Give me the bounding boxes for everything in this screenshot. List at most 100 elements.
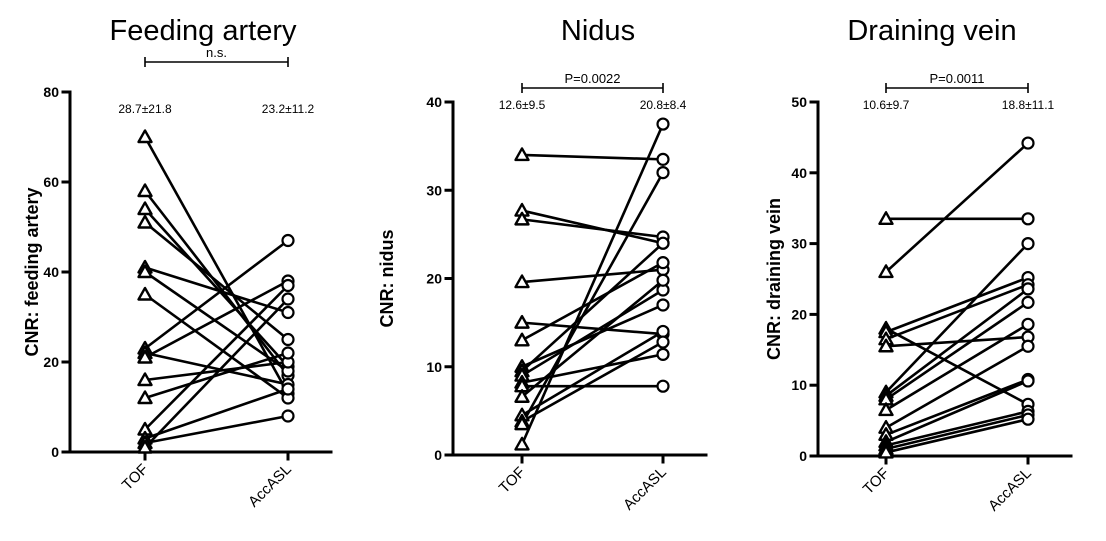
paired-line — [885, 378, 1029, 436]
paired-line — [885, 410, 1029, 447]
paired-line — [885, 413, 1029, 451]
accasl-point — [1021, 374, 1035, 388]
paired-line — [521, 288, 664, 377]
paired-line — [885, 242, 1029, 394]
y-axis-label: CNR: draining vein — [764, 198, 784, 360]
paired-line — [144, 414, 289, 445]
paired-line — [143, 190, 290, 377]
significance-label: P=0.0022 — [564, 71, 620, 86]
accasl-point — [656, 335, 670, 349]
y-tick-label: 0 — [799, 448, 807, 464]
accasl-point — [1021, 136, 1035, 150]
accasl-point — [656, 324, 670, 339]
y-tick-label: 60 — [43, 174, 59, 190]
paired-line — [885, 379, 1029, 444]
tof-point — [137, 129, 153, 144]
tof-point — [514, 274, 530, 289]
tof-point — [878, 402, 894, 417]
accasl-point — [656, 152, 670, 166]
significance-label: P=0.0011 — [929, 71, 984, 86]
y-tick-label: 10 — [426, 359, 442, 375]
paired-line — [521, 303, 664, 368]
x-tick-label: AccASL — [245, 461, 295, 511]
paired-line — [521, 340, 664, 423]
tof-point — [137, 201, 153, 216]
accasl-point — [656, 298, 670, 312]
accasl-point — [281, 346, 295, 360]
y-tick-label: 30 — [791, 236, 807, 252]
tof-point — [514, 332, 530, 347]
tof-point — [514, 211, 530, 226]
panel-3: Draining vein CNR: draining vein 0 10 20 30 40… — [764, 15, 1073, 515]
tof-point — [137, 439, 153, 454]
paired-line — [144, 221, 289, 341]
accasl-point — [1021, 317, 1035, 331]
paired-line — [144, 270, 289, 373]
accasl-point — [1021, 237, 1035, 251]
tof-point — [878, 444, 894, 459]
paired-line — [885, 276, 1029, 334]
accasl-point — [281, 332, 295, 347]
paired-line — [885, 283, 1029, 341]
accasl-point — [1021, 295, 1035, 309]
tof-point — [878, 211, 894, 226]
y-tick-label: 20 — [791, 306, 807, 322]
x-tick-label: AccASL — [985, 465, 1035, 515]
paired-line — [144, 360, 289, 382]
accasl-point — [281, 233, 295, 248]
tof-point — [137, 286, 153, 301]
paired-line — [521, 242, 664, 373]
chart-title: Feeding artery — [110, 15, 297, 47]
panel-2: Nidus CNR: nidus 0 10 20 30 40 TOF AccASL P=0.002… — [377, 15, 708, 514]
paired-line — [143, 136, 290, 395]
paired-line — [144, 208, 289, 368]
paired-line — [521, 209, 664, 245]
tof-point — [878, 264, 894, 279]
paired-line — [144, 298, 289, 449]
tof-point — [514, 147, 530, 162]
accasl-point — [656, 256, 670, 270]
paired-line — [885, 323, 1029, 412]
tof-point — [137, 349, 153, 364]
accasl-point — [656, 117, 670, 131]
y-tick-label: 40 — [426, 94, 442, 110]
stat-label-accasl: 18.8±11.1 — [1002, 98, 1055, 112]
accasl-point — [1021, 339, 1035, 353]
x-tick-label: AccASL — [620, 464, 670, 514]
y-tick-label: 50 — [791, 94, 807, 110]
paired-line — [144, 284, 289, 431]
x-tick-label: TOF — [496, 464, 529, 497]
y-tick-label: 0 — [434, 447, 442, 463]
tof-point — [514, 389, 530, 403]
paired-line — [520, 171, 665, 425]
paired-line — [144, 351, 289, 400]
y-tick-label: 20 — [426, 271, 442, 287]
tof-point — [514, 314, 530, 329]
paired-line — [885, 417, 1029, 454]
y-axis-label: CNR: feeding artery — [22, 187, 42, 356]
paired-line — [885, 345, 1029, 429]
paired-line — [521, 279, 664, 398]
paired-line — [521, 321, 664, 336]
paired-line — [144, 279, 289, 359]
accasl-point — [1021, 282, 1035, 296]
y-tick-label: 40 — [43, 264, 59, 280]
accasl-point — [281, 382, 295, 396]
stat-label-accasl: 20.8±8.4 — [640, 98, 687, 112]
paired-line — [144, 351, 289, 386]
y-tick-label: 20 — [43, 354, 59, 370]
accasl-point — [656, 273, 670, 287]
accasl-point — [656, 166, 670, 180]
tof-point — [878, 338, 894, 353]
paired-line — [521, 330, 664, 417]
accasl-point — [281, 292, 295, 306]
y-tick-label: 30 — [426, 182, 442, 198]
paired-line — [521, 268, 664, 284]
tof-point — [514, 436, 530, 451]
y-tick-label: 0 — [51, 444, 59, 460]
stat-label-tof: 28.7±21.8 — [118, 102, 172, 116]
y-tick-label: 10 — [791, 377, 807, 393]
paired-line — [144, 239, 289, 350]
accasl-point — [656, 379, 670, 393]
paired-line — [521, 218, 664, 239]
